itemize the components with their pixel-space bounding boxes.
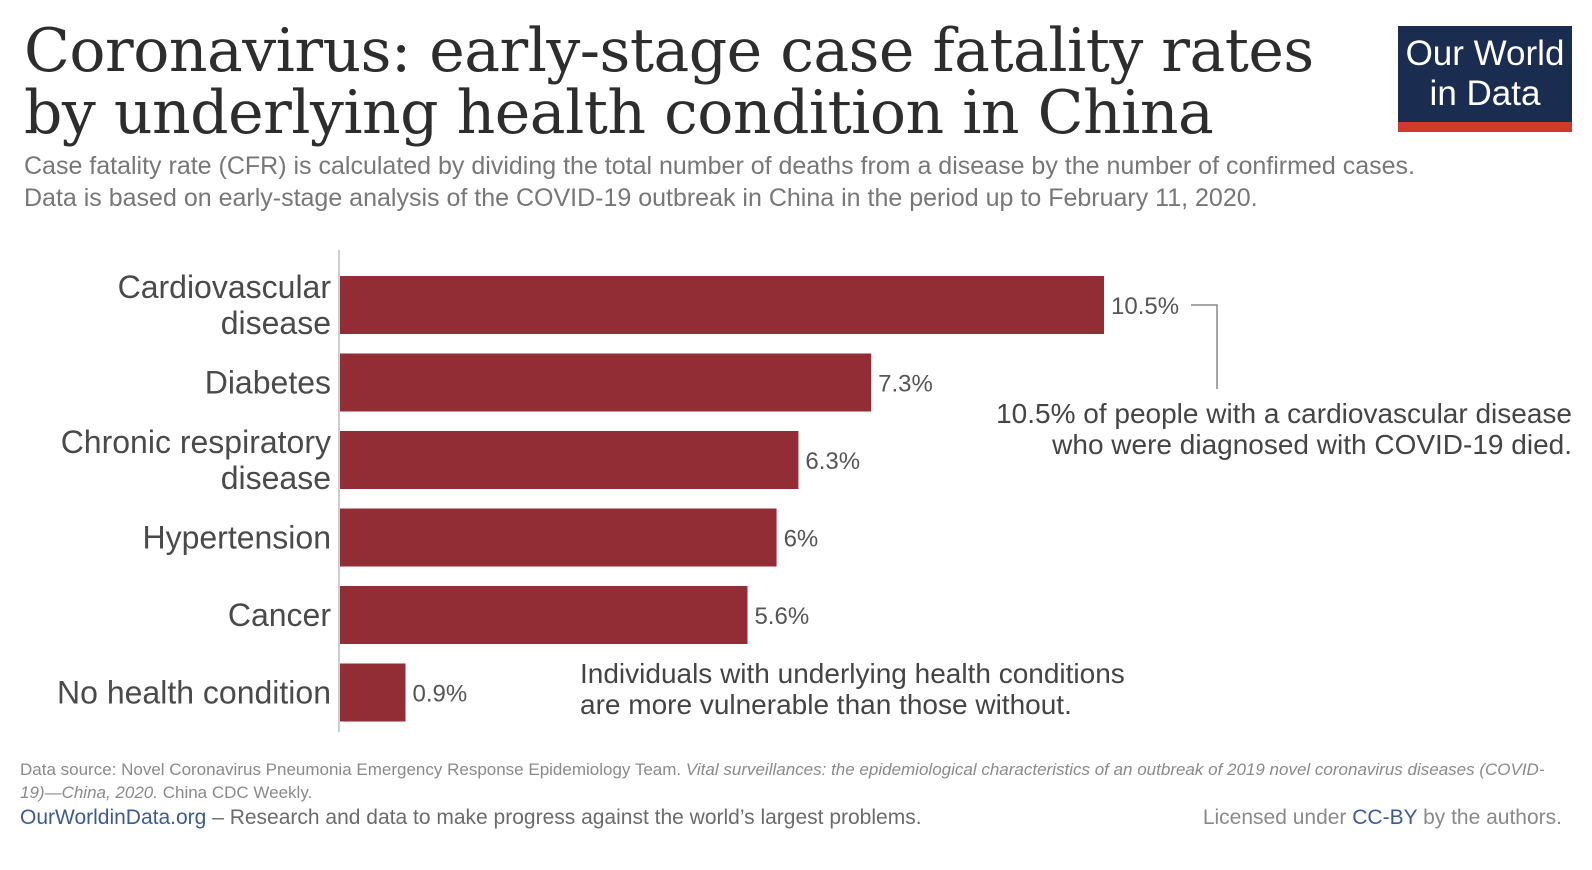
source-journal: China CDC Weekly. [162, 783, 313, 802]
logo-line-2: in Data [1429, 74, 1541, 113]
value-label-1: 7.3% [878, 371, 933, 398]
value-label-2: 6.3% [805, 448, 860, 475]
owid-logo[interactable]: Our World in Data [1398, 26, 1572, 132]
bar-0 [340, 276, 1104, 334]
footer-tagline: OurWorldinData.org – Research and data t… [20, 806, 922, 830]
license-note: Licensed under CC-BY by the authors. [1203, 806, 1562, 830]
chart-title: Coronavirus: early-stage case fatality r… [24, 16, 1314, 148]
vulnerability-annotation: Individuals with underlying health condi… [580, 658, 1220, 720]
source-prefix: Data source: Novel Coronavirus Pneumonia… [20, 760, 682, 779]
vulnerable-annotation-line-2: are more vulnerable than those without. [580, 689, 1072, 720]
value-label-4: 5.6% [754, 603, 809, 630]
logo-accent-bar [1398, 122, 1572, 132]
cardio-annotation-line-1: 10.5% of people with a cardiovascular di… [996, 398, 1572, 429]
category-label-1-0: Diabetes [205, 365, 331, 401]
data-source-note: Data source: Novel Coronavirus Pneumonia… [20, 758, 1560, 804]
category-label-5-0: No health condition [57, 675, 331, 711]
bar-1 [340, 353, 872, 412]
source-publication: Vital surveillances: the epidemiological… [20, 760, 1545, 802]
bar-chart: 10.5%Cardiovasculardisease7.3%Diabetes6.… [57, 250, 1218, 732]
bar-4 [340, 586, 748, 644]
value-label-3: 6% [784, 526, 819, 553]
cardio-annotation-line-2: who were diagnosed with COVID-19 died. [1052, 429, 1572, 460]
cc-by-link[interactable]: CC-BY [1352, 806, 1418, 829]
value-label-0: 10.5% [1111, 293, 1179, 320]
category-label-2-1: disease [221, 460, 331, 496]
logo-line-1: Our World [1405, 34, 1565, 73]
owid-site-link[interactable]: OurWorldinData.org [20, 806, 207, 829]
category-label-4-0: Cancer [228, 597, 332, 633]
subtitle-line-1: Case fatality rate (CFR) is calculated b… [24, 152, 1415, 180]
chart-subtitle: Case fatality rate (CFR) is calculated b… [24, 150, 1564, 214]
bar-5 [340, 663, 406, 722]
category-label-0-0: Cardiovascular [118, 269, 332, 305]
license-suffix: by the authors. [1423, 806, 1562, 829]
bar-2 [340, 431, 799, 489]
vulnerable-annotation-line-1: Individuals with underlying health condi… [580, 658, 1125, 689]
tagline-text: – Research and data to make progress aga… [212, 806, 922, 829]
category-label-3-0: Hypertension [142, 520, 331, 556]
category-label-0-1: disease [221, 305, 331, 341]
bar-3 [340, 508, 777, 567]
value-label-5: 0.9% [412, 681, 467, 708]
annotation-connector-line [1191, 304, 1218, 389]
category-label-2-0: Chronic respiratory [61, 424, 331, 460]
license-prefix: Licensed under [1202, 806, 1347, 829]
logo-text: Our World in Data [1398, 34, 1572, 114]
subtitle-line-2: Data is based on early-stage analysis of… [24, 184, 1258, 212]
cardiovascular-annotation: 10.5% of people with a cardiovascular di… [930, 398, 1572, 460]
